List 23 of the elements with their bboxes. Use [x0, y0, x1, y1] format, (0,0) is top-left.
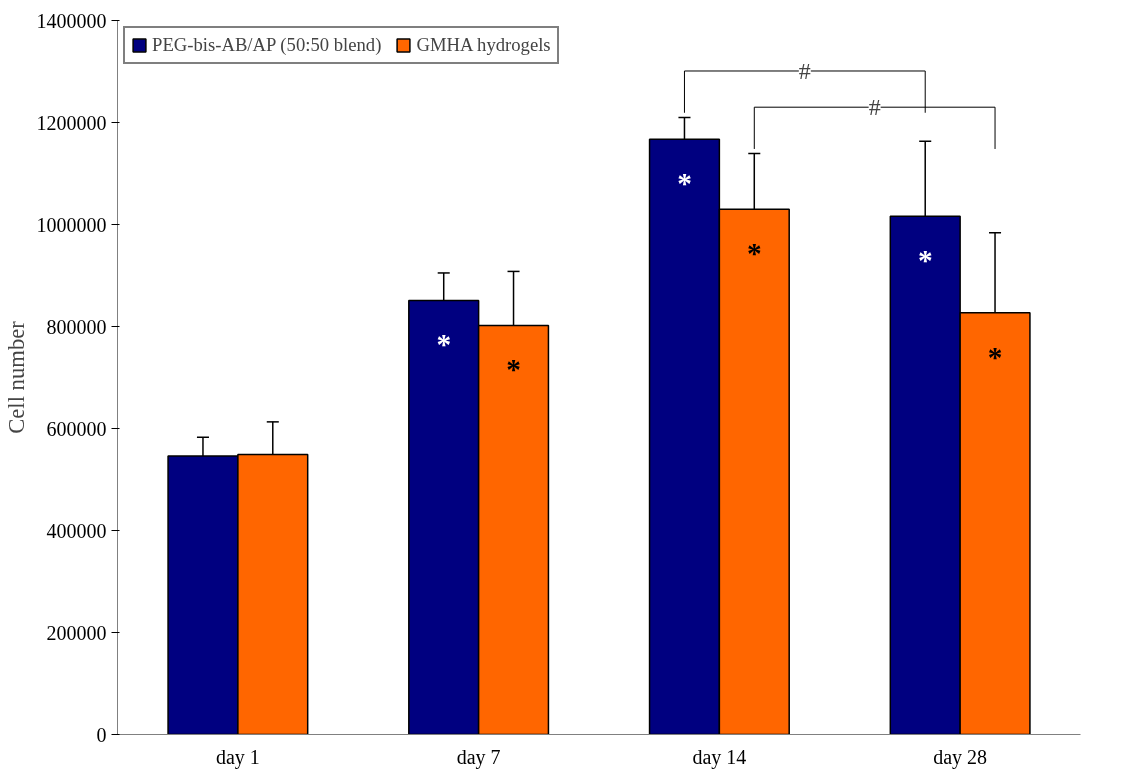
y-tick-label: 400000: [46, 519, 107, 542]
annotation: #: [798, 57, 811, 84]
legend-label: GMHA hydrogels: [416, 34, 551, 56]
y-axis-title: Cell number: [3, 320, 29, 434]
data-label: *: [436, 328, 452, 361]
y-tick-label: 0: [96, 723, 107, 746]
x-tick-label: day 14: [692, 745, 747, 769]
y-tick-label: 200000: [46, 621, 107, 644]
y-tick-label: 1400000: [36, 9, 107, 32]
data-label: *: [987, 340, 1003, 373]
y-tick-label: 600000: [46, 417, 107, 440]
y-tick-label: 1000000: [36, 213, 107, 236]
data-label: *: [506, 353, 521, 386]
x-tick-label: day 1: [215, 745, 260, 769]
data-label: *: [917, 244, 933, 277]
data-label: *: [677, 167, 692, 200]
legend-label: PEG-bis-AB/AP (50:50 blend): [152, 34, 382, 56]
x-tick-label: day 7: [456, 745, 501, 769]
x-tick-label: day 28: [933, 745, 988, 769]
y-tick-label: 1200000: [36, 111, 107, 134]
annotation: #: [868, 94, 881, 121]
y-tick-label: 800000: [46, 315, 107, 338]
data-label: *: [746, 237, 762, 270]
